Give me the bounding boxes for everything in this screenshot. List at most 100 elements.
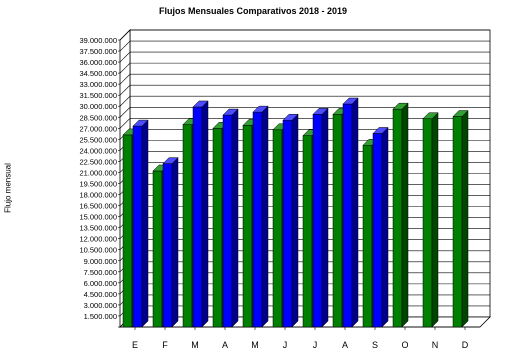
bar-side <box>321 107 329 328</box>
y-tick-label: 24.000.000 <box>79 146 117 155</box>
gridline-side <box>119 40 131 52</box>
bar-top <box>282 113 299 121</box>
y-tick-label: 36.000.000 <box>79 58 117 67</box>
bar-side <box>381 126 389 328</box>
y-tick-label: 1.500.000 <box>84 312 117 321</box>
bar-side <box>291 113 299 328</box>
bar-top <box>132 119 149 127</box>
x-tick-label: E <box>132 340 138 350</box>
y-tick-label: 16.500.000 <box>79 202 117 211</box>
bar-top <box>372 127 389 134</box>
y-tick-label: 3.000.000 <box>84 301 117 310</box>
y-tick-label: 7.500.000 <box>84 268 117 277</box>
bar <box>342 97 359 328</box>
bar-front <box>132 125 143 328</box>
bar <box>162 157 179 328</box>
bar-side <box>261 105 269 328</box>
bar-side <box>401 102 409 328</box>
bar-top <box>252 105 269 113</box>
bar-top <box>342 97 359 105</box>
y-tick-label: 19.500.000 <box>79 180 117 189</box>
bar <box>252 105 269 328</box>
y-tick-label: 22.500.000 <box>79 157 117 166</box>
bar-front <box>452 116 463 328</box>
x-tick-label: A <box>222 340 228 350</box>
x-tick-label: O <box>401 340 408 350</box>
bar-front <box>152 170 163 328</box>
gridline-side <box>119 118 131 129</box>
y-tick-label: 30.000.000 <box>79 102 117 111</box>
bar <box>392 102 409 328</box>
x-tick-label: D <box>462 340 469 350</box>
bar-top <box>422 112 439 119</box>
bar-side <box>431 112 439 328</box>
chart-title: Flujos Mensuales Comparativos 2018 - 201… <box>158 6 348 16</box>
x-tick-label: M <box>251 340 259 350</box>
bar-front <box>212 128 223 328</box>
bar-front <box>252 111 263 328</box>
x-tick-label: F <box>162 340 168 350</box>
bar-side <box>171 157 179 328</box>
bar-front <box>282 119 293 328</box>
x-tick-label: A <box>342 340 348 350</box>
x-tick-label: N <box>432 340 439 350</box>
bar-front <box>362 144 373 328</box>
x-tick-label: S <box>372 340 378 350</box>
bar <box>312 107 329 328</box>
bar-side <box>201 100 209 328</box>
bar-front <box>302 135 313 328</box>
y-tick-label: 15.000.000 <box>79 213 117 222</box>
gridline-side <box>119 29 131 41</box>
bars <box>122 97 469 328</box>
bar-front <box>372 133 383 328</box>
y-tick-label: 13.500.000 <box>79 224 117 233</box>
bar-front <box>242 125 253 328</box>
bar <box>282 113 299 328</box>
y-tick-label: 28.500.000 <box>79 113 117 122</box>
bar <box>372 126 389 328</box>
bar <box>422 112 439 328</box>
y-tick-label: 9.000.000 <box>84 257 117 266</box>
bar-side <box>141 119 149 328</box>
y-tick-label: 34.500.000 <box>79 69 117 78</box>
bar-side <box>231 108 239 328</box>
gridline-side <box>119 107 131 118</box>
y-axis-ticks: 1.500.000 3.000.000 4.500.000 6.000.000 7.50… <box>79 36 120 328</box>
bar-side <box>351 97 359 328</box>
x-tick-label: J <box>313 340 318 350</box>
gridline-side <box>119 96 131 107</box>
y-tick-label: 12.000.000 <box>79 235 117 244</box>
y-tick-label: 18.000.000 <box>79 191 117 200</box>
bar-front <box>422 118 433 328</box>
y-tick-label: 39.000.000 <box>79 36 117 45</box>
gridline-side <box>119 84 131 96</box>
y-tick-label: 10.500.000 <box>79 246 117 255</box>
bar-top <box>452 110 469 117</box>
bar <box>222 108 239 328</box>
bar <box>192 100 209 328</box>
bar-front <box>332 114 343 328</box>
bar-front <box>162 163 173 328</box>
bar-top <box>392 102 409 110</box>
bar-front <box>272 129 283 328</box>
y-tick-label: 33.000.000 <box>79 80 117 89</box>
bar-front <box>222 114 233 328</box>
bar-side <box>461 109 469 328</box>
gridline-side <box>119 51 131 63</box>
bar-front <box>122 134 133 328</box>
y-tick-label: 4.500.000 <box>84 290 117 299</box>
y-tick-label: 6.000.000 <box>84 279 117 288</box>
gridline-side <box>119 62 131 74</box>
bar-front <box>192 106 203 328</box>
y-tick-label: 25.500.000 <box>79 135 117 144</box>
y-tick-label: 27.000.000 <box>79 124 117 133</box>
y-tick-label: 37.500.000 <box>79 47 117 56</box>
bar-top <box>222 108 239 116</box>
bar-top <box>312 108 329 115</box>
bar-front <box>392 108 403 328</box>
bar-top <box>192 100 209 108</box>
y-tick-label: 31.500.000 <box>79 91 117 100</box>
bar-front <box>182 124 193 328</box>
